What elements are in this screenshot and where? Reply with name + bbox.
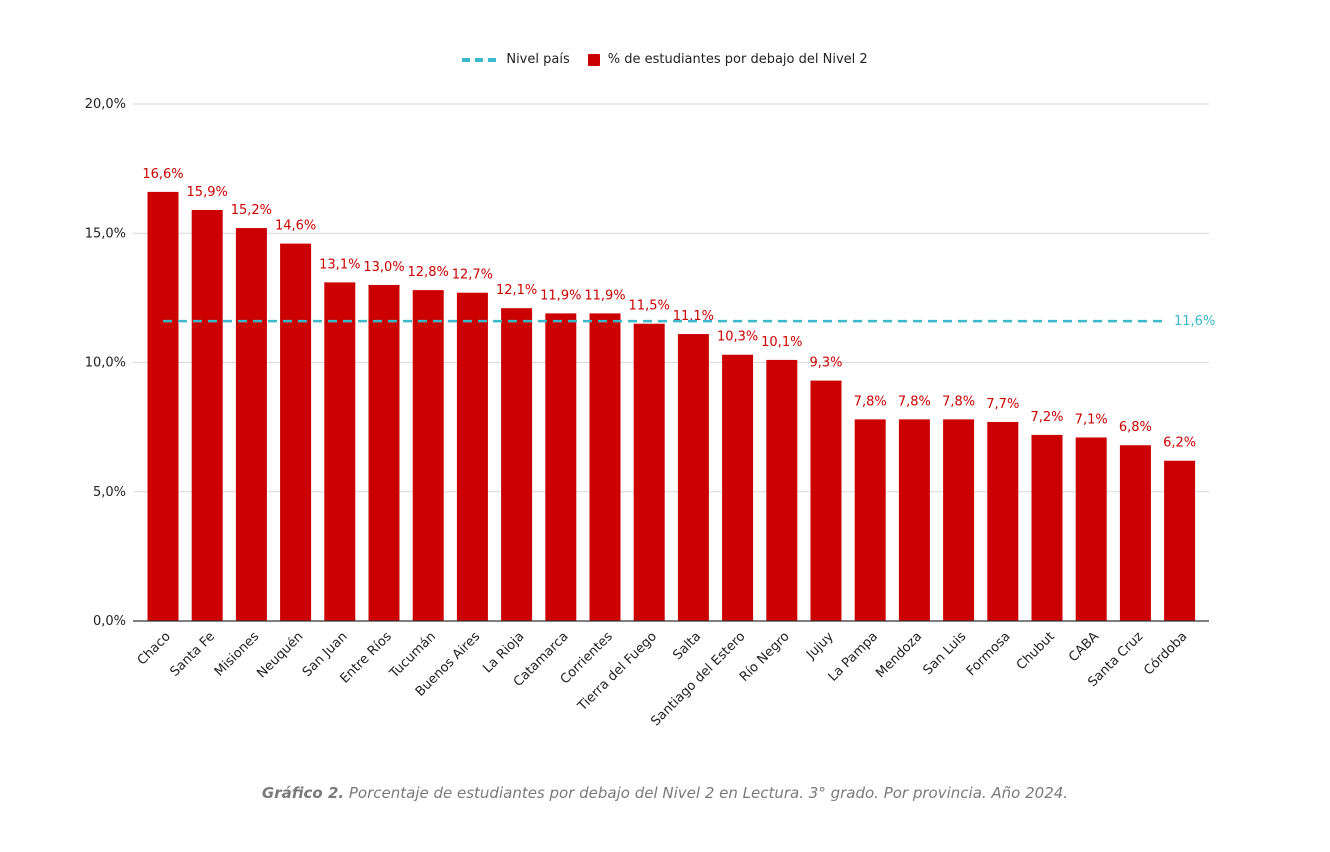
y-tick-label: 5,0% [93,485,126,500]
bar-value-label: 7,8% [898,394,931,409]
bar-value-label: 7,1% [1075,412,1108,427]
bar-value-label: 12,1% [496,283,537,298]
x-tick-label: Chaco [135,629,174,668]
x-tick-label: San Luis [920,629,969,678]
bar [456,292,488,621]
bar [722,354,754,621]
bar [191,209,223,622]
y-tick-label: 20,0% [85,97,126,112]
bar-value-label: 9,3% [809,356,842,371]
bar-value-label: 15,9% [187,185,228,200]
caption-text: Porcentaje de estudiantes por debajo del… [344,784,1069,802]
bar-value-label: 11,9% [584,288,625,303]
y-tick-label: 0,0% [93,614,126,629]
bar [501,308,533,621]
bar [147,191,179,621]
bar [633,323,665,621]
y-tick-label: 10,0% [85,356,126,371]
legend: Nivel país % de estudiantes por debajo d… [0,52,1330,67]
bar-value-label: 7,8% [942,394,975,409]
x-tick-label: Neuquén [254,629,306,681]
x-tick-label: Jujuy [803,629,837,663]
x-tick-label: CABA [1066,629,1102,665]
bar [898,419,930,621]
bar [412,290,444,621]
bar-value-label: 10,1% [761,335,802,350]
bar-value-label: 10,3% [717,330,758,345]
bar [987,421,1019,621]
bar-value-label: 11,5% [629,299,670,314]
bar-value-label: 12,7% [452,268,493,283]
bar [766,359,798,621]
bar-value-label: 7,8% [854,394,887,409]
x-tick-label: Chubut [1014,629,1058,673]
bar [589,313,621,621]
legend-square-icon [587,53,600,66]
bar [324,282,356,621]
bar [677,334,709,621]
bar-value-label: 13,1% [319,257,360,272]
bar-value-label: 15,2% [231,203,272,218]
bar [1031,434,1063,621]
x-tick-label: Córdoba [1141,629,1190,678]
bar [1075,437,1107,621]
figure-caption: Gráfico 2. Porcentaje de estudiantes por… [0,784,1330,802]
x-tick-label: Tierra del Fuego [575,629,661,715]
legend-label-nivel-pais: Nivel país [506,52,570,67]
legend-label-bars: % de estudiantes por debajo del Nivel 2 [607,52,868,67]
bar-value-label: 11,9% [540,288,581,303]
bar-value-label: 6,8% [1119,420,1152,435]
x-tick-label: Salta [670,629,704,663]
reference-line-label: 11,6% [1174,314,1215,329]
bar-value-label: 7,7% [986,397,1019,412]
caption-label: Gráfico 2. [261,784,345,802]
bar [368,284,400,621]
bar [943,419,975,621]
bar [1164,460,1196,621]
legend-item-bars[interactable]: % de estudiantes por debajo del Nivel 2 [587,52,868,67]
bar-value-label: 6,2% [1163,436,1196,451]
bar-chart: 0,0% 5,0% 10,0% 15,0% 20,0% 16,6% Chaco 15,9% Sa… [85,97,1216,729]
x-tick-label: Mendoza [873,629,925,681]
bar [810,380,842,621]
legend-item-nivel-pais[interactable]: Nivel país [462,52,570,67]
bar [1119,445,1151,621]
bar-value-label: 16,6% [142,167,183,182]
y-tick-label: 15,0% [85,226,126,241]
bar [545,313,577,621]
chart-area: Nivel país % de estudiantes por debajo d… [0,52,1330,729]
bar [280,243,312,621]
x-tick-label: Santa Fe [168,629,219,680]
bar-value-label: 7,2% [1030,410,1063,425]
bar [854,419,886,621]
legend-dash-line-icon [462,55,498,65]
bar [235,228,267,621]
bar-value-label: 13,0% [363,260,404,275]
bar-value-label: 12,8% [408,265,449,280]
x-tick-label: Formosa [964,629,1014,679]
bar-value-label: 14,6% [275,219,316,234]
